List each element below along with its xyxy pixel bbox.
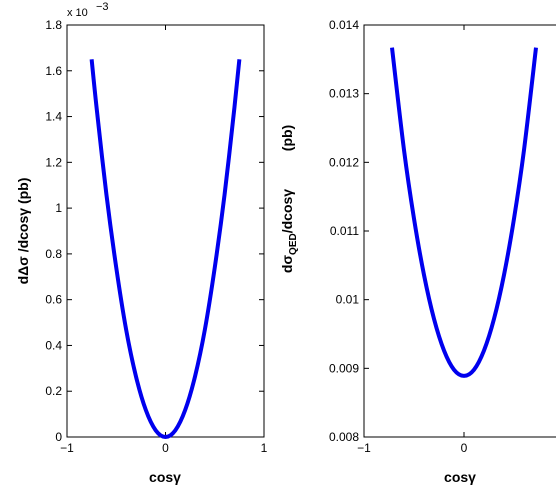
y-tick-label: 1.2 [45, 155, 62, 169]
chart-right-ylabel-main: dσ [279, 255, 295, 274]
y-tick-label: 0.012 [329, 155, 359, 169]
chart-left-ticks: 00.20.40.60.811.21.41.61.8−1 0 1 [45, 18, 267, 455]
y-tick-label: 1.4 [45, 110, 62, 124]
chart-right-ylabel-sub: QED [288, 233, 299, 255]
y-tick-label: 0.4 [45, 338, 62, 352]
chart-left-xlabel: cosγ [149, 469, 181, 485]
y-tick-label: 0.011 [330, 224, 359, 238]
x-tick-label: −1 [357, 441, 371, 455]
chart-right-xlabel: cosγ [444, 469, 476, 485]
y-tick-label: 0.014 [329, 18, 359, 32]
y-tick-label: 0.01 [336, 293, 360, 307]
y-tick-label: 1 [55, 201, 62, 215]
y-tick-label: 0.008 [329, 430, 359, 444]
chart-left-frame [66, 24, 265, 438]
x-tick-label: 0 [162, 441, 169, 455]
chart-right-ylabel-group: dσQED/dcosγ [279, 189, 299, 273]
chart-right-ylabel: dσQED/dcosγ [279, 189, 299, 273]
chart-right-ylabel-rest: /dcosγ [279, 189, 295, 234]
chart-right: 0.008 0.009 0.01 0.011 0.012 0.013 0.014 −1 0 co… [279, 18, 556, 485]
x-tick-label: −1 [60, 441, 74, 455]
x-tick-label: 1 [261, 441, 268, 455]
y-tick-label: 0.2 [45, 384, 62, 398]
chart-right-ticks: 0.008 0.009 0.01 0.011 0.012 0.013 0.014 −1 0 [329, 18, 468, 455]
chart-left-exponent: −3 [96, 1, 109, 13]
chart-left: 00.20.40.60.811.21.41.61.8−1 0 1 x 10 −3 c… [15, 1, 268, 485]
chart-left-series-line [89, 59, 242, 439]
x-tick-label: 0 [461, 441, 468, 455]
chart-left-ylabel: dΔσ /dcosγ (pb) [15, 178, 31, 285]
y-tick-label: 0 [55, 430, 62, 444]
chart-right-ylabel-unit: (pb) [279, 125, 295, 151]
chart-right-series-line [390, 47, 538, 378]
y-tick-label: 0.6 [45, 293, 62, 307]
y-tick-label: 1.6 [45, 64, 62, 78]
y-tick-label: 1.8 [45, 18, 62, 32]
chart-left-exponent-prefix: x 10 [67, 7, 88, 19]
y-tick-label: 0.009 [329, 361, 359, 375]
y-tick-label: 0.8 [45, 247, 62, 261]
y-tick-label: 0.013 [329, 87, 359, 101]
